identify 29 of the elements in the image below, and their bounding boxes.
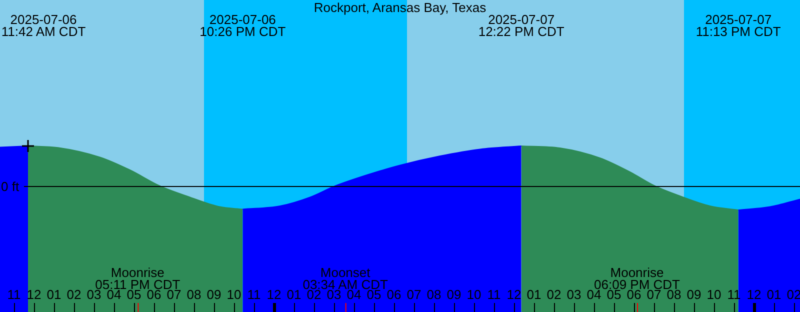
chart-title: Rockport, Aransas Bay, Texas <box>314 0 487 15</box>
x-tick-label: 09 <box>206 287 222 302</box>
x-tick-label: 10 <box>706 287 722 302</box>
ref-line-label: 0 ft <box>1 179 20 194</box>
x-tick-label: 11 <box>487 287 501 302</box>
x-tick-label: 12 <box>266 287 282 302</box>
text: 2025-07-07 11:13 PM CDT <box>696 12 781 39</box>
x-tick-label: 02 <box>66 287 82 302</box>
text: 2025-07-07 12:22 PM CDT <box>478 12 564 39</box>
x-tick-label: 11 <box>247 287 261 302</box>
x-tick-label: 12 <box>506 287 522 302</box>
x-tick-label: 01 <box>526 287 542 302</box>
x-tick-label: 11 <box>7 287 21 302</box>
x-tick-label: 10 <box>466 287 482 302</box>
x-tick-label: 01 <box>766 287 782 302</box>
x-tick-label: 08 <box>426 287 442 302</box>
x-tick-label: 07 <box>406 287 422 302</box>
x-tick-label: 12 <box>746 287 762 302</box>
x-tick-label: 02 <box>546 287 562 302</box>
x-tick-label: 08 <box>186 287 202 302</box>
text: 2025-07-06 11:42 AM CDT <box>1 12 86 39</box>
x-tick-label: 09 <box>446 287 462 302</box>
x-tick-label: 09 <box>686 287 702 302</box>
x-tick-label: 03 <box>566 287 582 302</box>
x-tick-label: 06 <box>386 287 402 302</box>
x-tick-label: 01 <box>286 287 302 302</box>
x-tick-label: 01 <box>46 287 62 302</box>
text: 2025-07-06 10:26 PM CDT <box>200 12 286 39</box>
x-tick-label: 10 <box>226 287 242 302</box>
